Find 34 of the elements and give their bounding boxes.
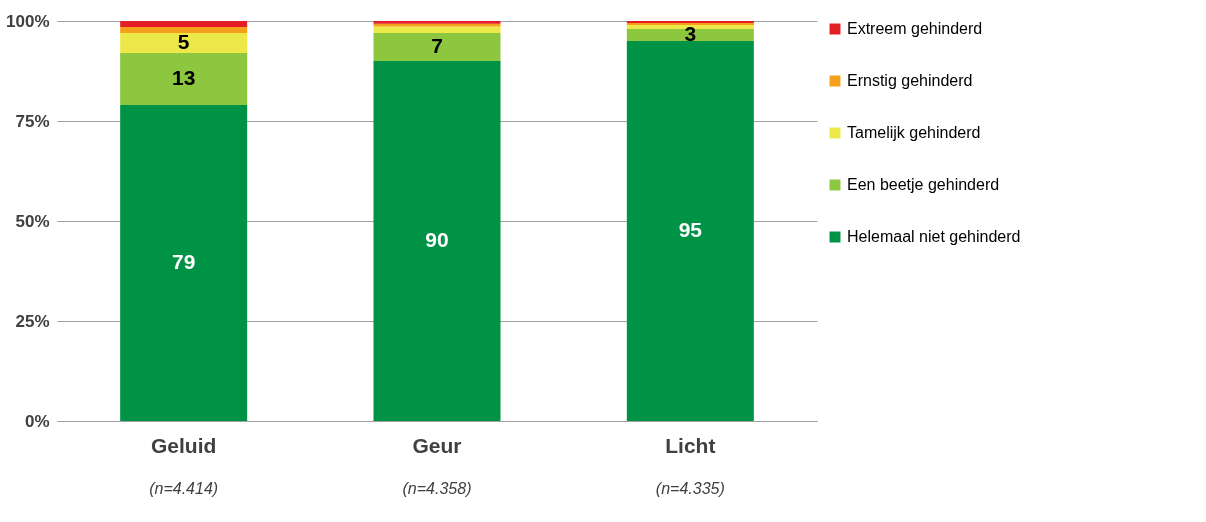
- y-tick-label: 100%: [6, 11, 50, 31]
- data-label: 90: [425, 228, 449, 251]
- legend-label: Extreem gehinderd: [847, 20, 983, 37]
- data-label: 3: [684, 22, 697, 45]
- y-tick-label: 75%: [15, 111, 50, 131]
- bar: [120, 27, 248, 33]
- bar: [373, 61, 501, 421]
- text: (n=4.414): [149, 480, 219, 497]
- data-label: 79: [171, 250, 196, 273]
- bar: [373, 26, 501, 33]
- data-label: 7: [431, 34, 443, 57]
- legend-label: Een beetje gehinderd: [847, 176, 1000, 193]
- bar: [626, 29, 754, 41]
- legend-label: Helemaal niet gehinderd: [847, 228, 1021, 245]
- x-tick-label: Geluid: [150, 433, 217, 457]
- y-tick-label: 50%: [15, 211, 50, 231]
- text: (n=4.335): [655, 480, 725, 497]
- data-label: 13: [171, 66, 196, 89]
- bar: [120, 33, 248, 53]
- bar: [626, 25, 754, 29]
- y-tick-label: 25%: [15, 311, 50, 331]
- bar: [120, 21, 248, 27]
- legend-label: Ernstig gehinderd: [847, 72, 973, 89]
- x-tick-label: Licht: [665, 433, 716, 457]
- bar: [626, 41, 754, 421]
- data-label: 95: [678, 218, 703, 241]
- legend-label: Tamelijk gehinderd: [847, 124, 981, 141]
- bar: [373, 33, 501, 61]
- y-tick-label: 0%: [24, 411, 50, 431]
- data-label: 5: [177, 30, 190, 53]
- bar: [120, 105, 248, 421]
- bar: [120, 53, 248, 105]
- text: (n=4.358): [402, 480, 472, 497]
- x-tick-label: Geur: [412, 433, 462, 457]
